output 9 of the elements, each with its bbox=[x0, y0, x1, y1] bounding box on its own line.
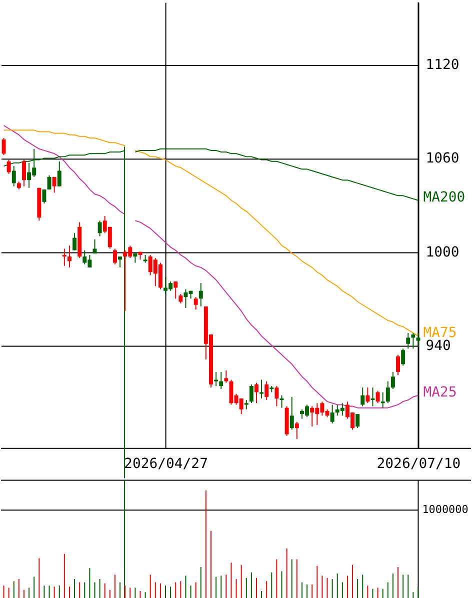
x-tick-label: 2026/07/10 bbox=[376, 456, 461, 472]
y-tick-label: 1060 bbox=[426, 150, 460, 167]
x-tick-label: 2026/04/27 bbox=[124, 456, 208, 472]
series-label: MA200 bbox=[423, 189, 466, 206]
series-label: MA25 bbox=[423, 384, 457, 400]
text: 1000000 bbox=[422, 503, 468, 516]
y-tick-label: 1000 bbox=[426, 244, 460, 260]
y-tick-label: 1120 bbox=[426, 57, 460, 74]
y-tick-label: 940 bbox=[426, 338, 451, 354]
